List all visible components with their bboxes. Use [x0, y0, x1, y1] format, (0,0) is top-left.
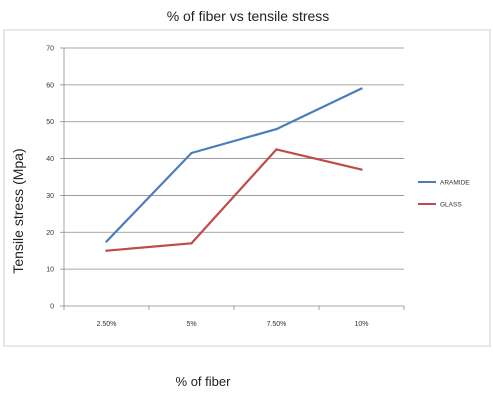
y-tick-label: 60 [46, 82, 54, 89]
chart-frame [3, 29, 491, 347]
x-tick-label: 5% [186, 321, 196, 328]
y-axis-label: Tensile stress (Mpa) [10, 148, 26, 273]
x-tick-label: 2.50% [97, 321, 117, 328]
series-line-aramide [105, 87, 363, 243]
chart-title: % of fiber vs tensile stress [167, 8, 330, 24]
data-point [275, 127, 278, 131]
series-line-glass [105, 148, 363, 252]
y-tick-label: 0 [50, 304, 54, 311]
y-tick-label: 70 [46, 46, 54, 53]
y-tick-label: 10 [46, 267, 54, 274]
data-point [190, 151, 193, 155]
y-tick-label: 20 [46, 230, 54, 237]
legend-label-glass: GLASS [440, 202, 462, 209]
legend: ARAMIDE GLASS [418, 180, 470, 209]
y-tick-label: 40 [46, 156, 54, 163]
legend-label-aramide: ARAMIDE [440, 180, 470, 187]
axes: 0 10 20 30 40 50 60 70 2.50% 5% 7.50% 10% [46, 46, 405, 328]
data-point [105, 240, 108, 243]
data-point [275, 148, 278, 151]
x-axis-label: % of fiber [176, 374, 232, 389]
x-tick-label: 10% [354, 321, 368, 328]
series-lines [105, 87, 363, 252]
y-tick-label: 30 [46, 193, 54, 200]
y-tick-label: 50 [46, 119, 54, 126]
data-point [360, 168, 363, 171]
data-point [360, 87, 363, 90]
x-tick-label: 7.50% [267, 321, 287, 328]
data-point [105, 249, 108, 252]
data-point [190, 242, 193, 245]
